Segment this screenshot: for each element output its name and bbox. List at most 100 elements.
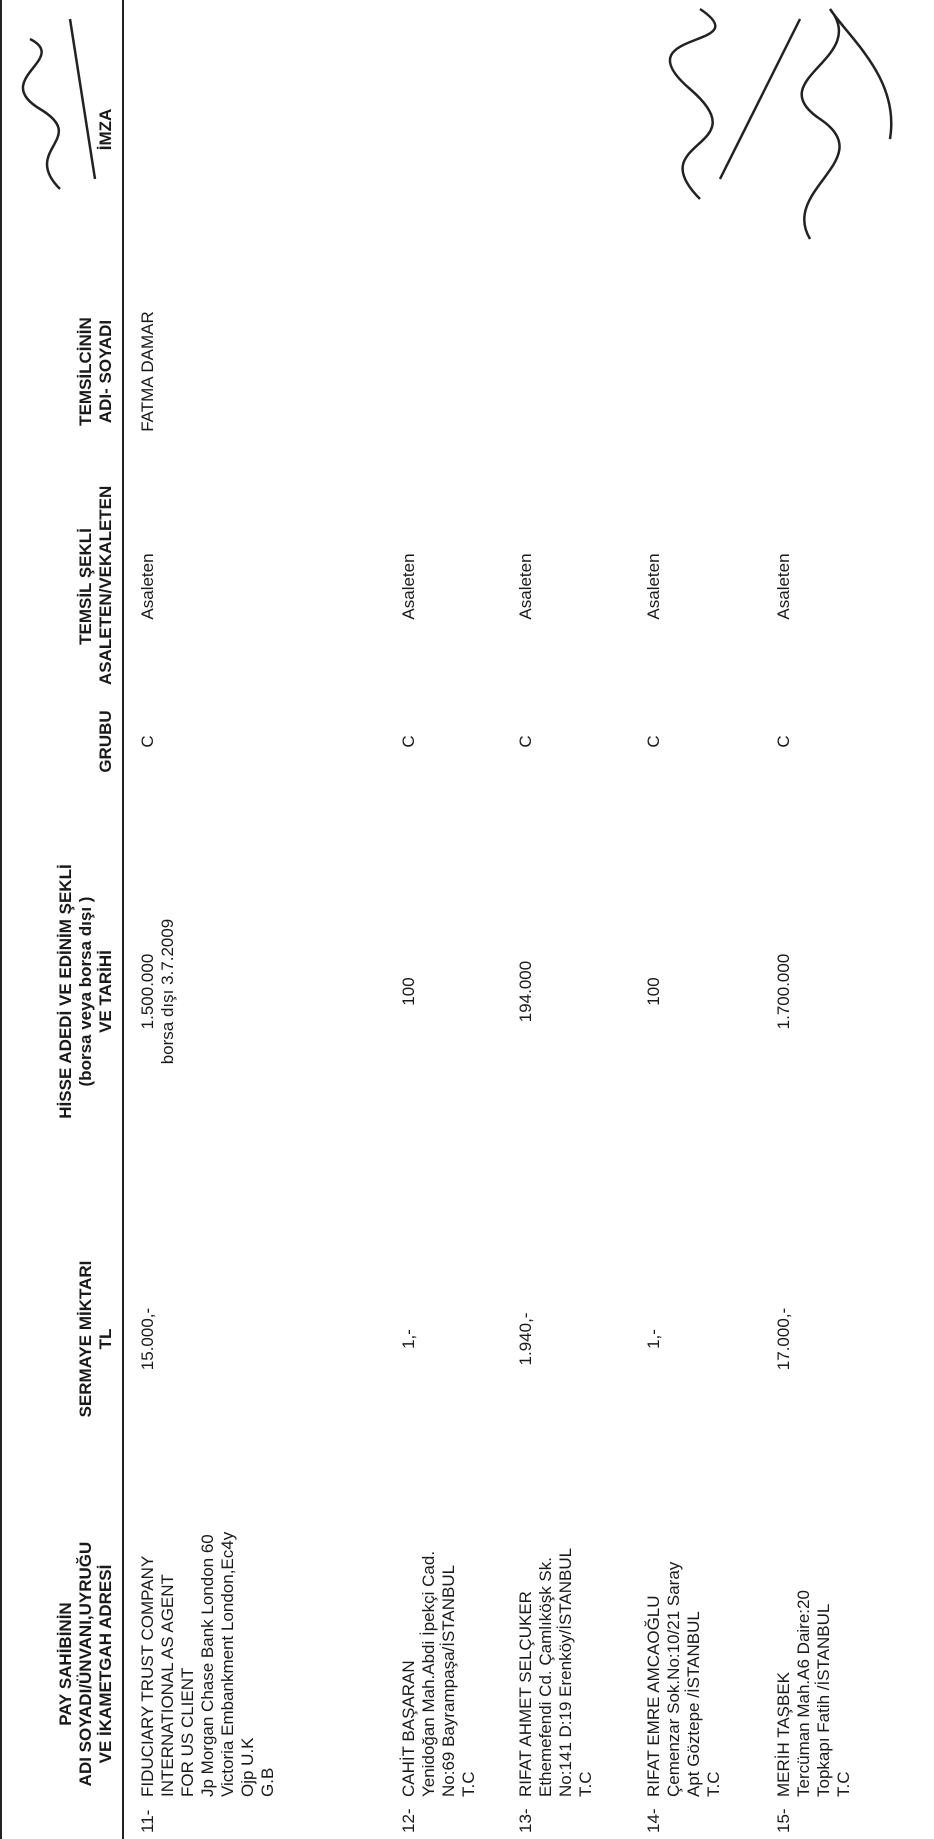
group: C [516,735,535,748]
header-line: İMZA [96,108,115,151]
address-line: T.C [834,1771,853,1798]
representative: FATMA DAMAR [138,311,157,432]
shareholder-cell: 12- CAHİT BAŞARAN Yenidoğan Mah.Abdi İpekç… [385,1489,502,1839]
shares-line: 1.700.000 [774,953,793,1030]
signature-cell [630,0,760,259]
address-line: G.B [258,1767,277,1797]
address-line: Victoria Embankment London,Ec4y [218,1531,237,1797]
header-line: TL [96,1328,115,1350]
address-line: Topkapı Fatih /İSTANBUL [814,1603,833,1797]
capital: 1.940,- [516,1312,535,1366]
address-line: INTERNATIONAL AS AGENT [158,1574,177,1797]
shareholder-cell: 15- MERİH TAŞBEK Tercüman Mah.A6 Daire:20 T… [760,1489,934,1839]
row-number: 13- [516,1808,535,1833]
address-line: Jp Morgan Chase Bank London 60 [198,1534,217,1797]
signature-cell [760,0,934,259]
representation: Asaleten [399,553,418,620]
group: C [774,735,793,748]
address-line: Ojp U.K [238,1737,257,1797]
row-number: 15- [774,1808,793,1833]
address-line: RIFAT EMRE AMCAOĞLU [644,1595,663,1797]
representative [385,259,502,484]
shareholder-address: CAHİT BAŞARAN Yenidoğan Mah.Abdi İpekçi C… [399,1507,479,1797]
representation: Asaleten [644,553,663,620]
capital: 15.000,- [138,1307,157,1371]
header-line: (borsa veya borsa dışı ) [76,896,95,1087]
signature-cell [385,0,502,259]
capital: 17.000,- [774,1307,793,1371]
header-line: SERMAYE MİKTARI [76,1260,95,1418]
shares-line: 100 [644,977,663,1006]
header-line: ADI- SOYADI [96,319,115,424]
address-line: RIFAT AHMET SELÇUKER [516,1591,535,1797]
table-row: 12- CAHİT BAŞARAN Yenidoğan Mah.Abdi İpekç… [385,0,502,1839]
shares: 100 [385,794,502,1189]
address-line: Ethemefendi Cd. Çamlıköşk Sk. [536,1557,555,1797]
header-line: GRUBU [96,710,115,773]
shareholder-cell: 14- RIFAT EMRE AMCAOĞLU Çemenzar Sok.No:10… [630,1489,760,1839]
signature-cell [123,0,385,259]
address-line: MERİH TAŞBEK [774,1671,793,1797]
shares: 1.500.000 borsa dışı 3.7.2009 [123,794,385,1189]
address-line: Apt Göztepe /İSTANBUL [684,1611,703,1797]
address-line: T.C [459,1771,478,1798]
header-line: VE TARİHİ [96,950,115,1033]
header-line: TEMSİLCİNİN [76,317,95,426]
column-header: HİSSE ADEDİ VE EDİNİM ŞEKLİ (borsa veya b… [1,794,123,1189]
group: C [644,735,663,748]
header-line: TEMSİL ŞEKLİ [76,528,95,645]
shares: 1.700.000 [760,794,934,1189]
address-line: Çemenzar Sok.No:10/21 Saray [664,1561,683,1797]
header-line: ASALETEN/VEKALETEN [96,485,115,685]
shareholder-address: FIDUCIARY TRUST COMPANY INTERNATIONAL AS … [138,1507,278,1797]
representation: Asaleten [138,553,157,620]
header-line: HİSSE ADEDİ VE EDİNİM ŞEKLİ [56,864,75,1119]
address-line: CAHİT BAŞARAN [399,1660,418,1797]
shares: 194.000 [502,794,630,1189]
column-header: PAY SAHİBİNİN ADI SOYADI/ÜNVANI,UYRUĞU VE … [1,1489,123,1839]
table-row: 11- FIDUCIARY TRUST COMPANY INTERNATIONAL … [123,0,385,1839]
column-header: TEMSİLCİNİN ADI- SOYADI [1,259,123,484]
column-header: GRUBU [1,689,123,794]
table-row: 13- RIFAT AHMET SELÇUKER Ethemefendi Cd. Ç… [502,0,630,1839]
header-line: VE İKAMETGAH ADRESİ [96,1564,115,1764]
row-number: 12- [399,1808,418,1833]
shares-line: 1.500.000 [138,953,157,1030]
shareholder-address: MERİH TAŞBEK Tercüman Mah.A6 Daire:20 Topk… [774,1507,854,1797]
address-line: No:69 Bayrampaşa/İSTANBUL [439,1564,458,1797]
capital: 1,- [399,1329,418,1349]
header-line: PAY SAHİBİNİN [56,1602,75,1726]
column-header: TEMSİL ŞEKLİ ASALETEN/VEKALETEN [1,484,123,689]
row-number: 11- [138,1809,157,1833]
representative [502,259,630,484]
address-line: Yenidoğan Mah.Abdi İpekçi Cad. [419,1550,438,1797]
shareholder-cell: 11- FIDUCIARY TRUST COMPANY INTERNATIONAL … [123,1489,385,1839]
table-row: 15- MERİH TAŞBEK Tercüman Mah.A6 Daire:20 T… [760,0,934,1839]
representative [760,259,934,484]
shares-line: borsa dışı 3.7.2009 [158,918,177,1065]
shares-line: 194.000 [516,960,535,1023]
group: C [138,735,157,748]
table-row: 14- RIFAT EMRE AMCAOĞLU Çemenzar Sok.No:10… [630,0,760,1839]
signature-cell [502,0,630,259]
address-line: Tercüman Mah.A6 Daire:20 [794,1590,813,1797]
column-header: İMZA [1,0,123,259]
representative [630,259,760,484]
address-line: T.C [576,1771,595,1798]
shares: 100 [630,794,760,1189]
shares-line: 100 [399,977,418,1006]
representation: Asaleten [774,553,793,620]
address-line: No:141 D:19 Erenköy/İSTANBUL [556,1547,575,1797]
row-number: 14- [644,1808,663,1833]
shareholder-cell: 13- RIFAT AHMET SELÇUKER Ethemefendi Cd. Ç… [502,1489,630,1839]
shareholder-address: RIFAT EMRE AMCAOĞLU Çemenzar Sok.No:10/21… [644,1507,724,1797]
header-line: ADI SOYADI/ÜNVANI,UYRUĞU [76,1541,95,1787]
representation: Asaleten [516,553,535,620]
address-line: T.C [704,1771,723,1798]
capital: 1,- [644,1329,663,1349]
shareholder-address: RIFAT AHMET SELÇUKER Ethemefendi Cd. Çaml… [516,1507,596,1797]
address-line: FOR US CLIENT [178,1667,197,1797]
